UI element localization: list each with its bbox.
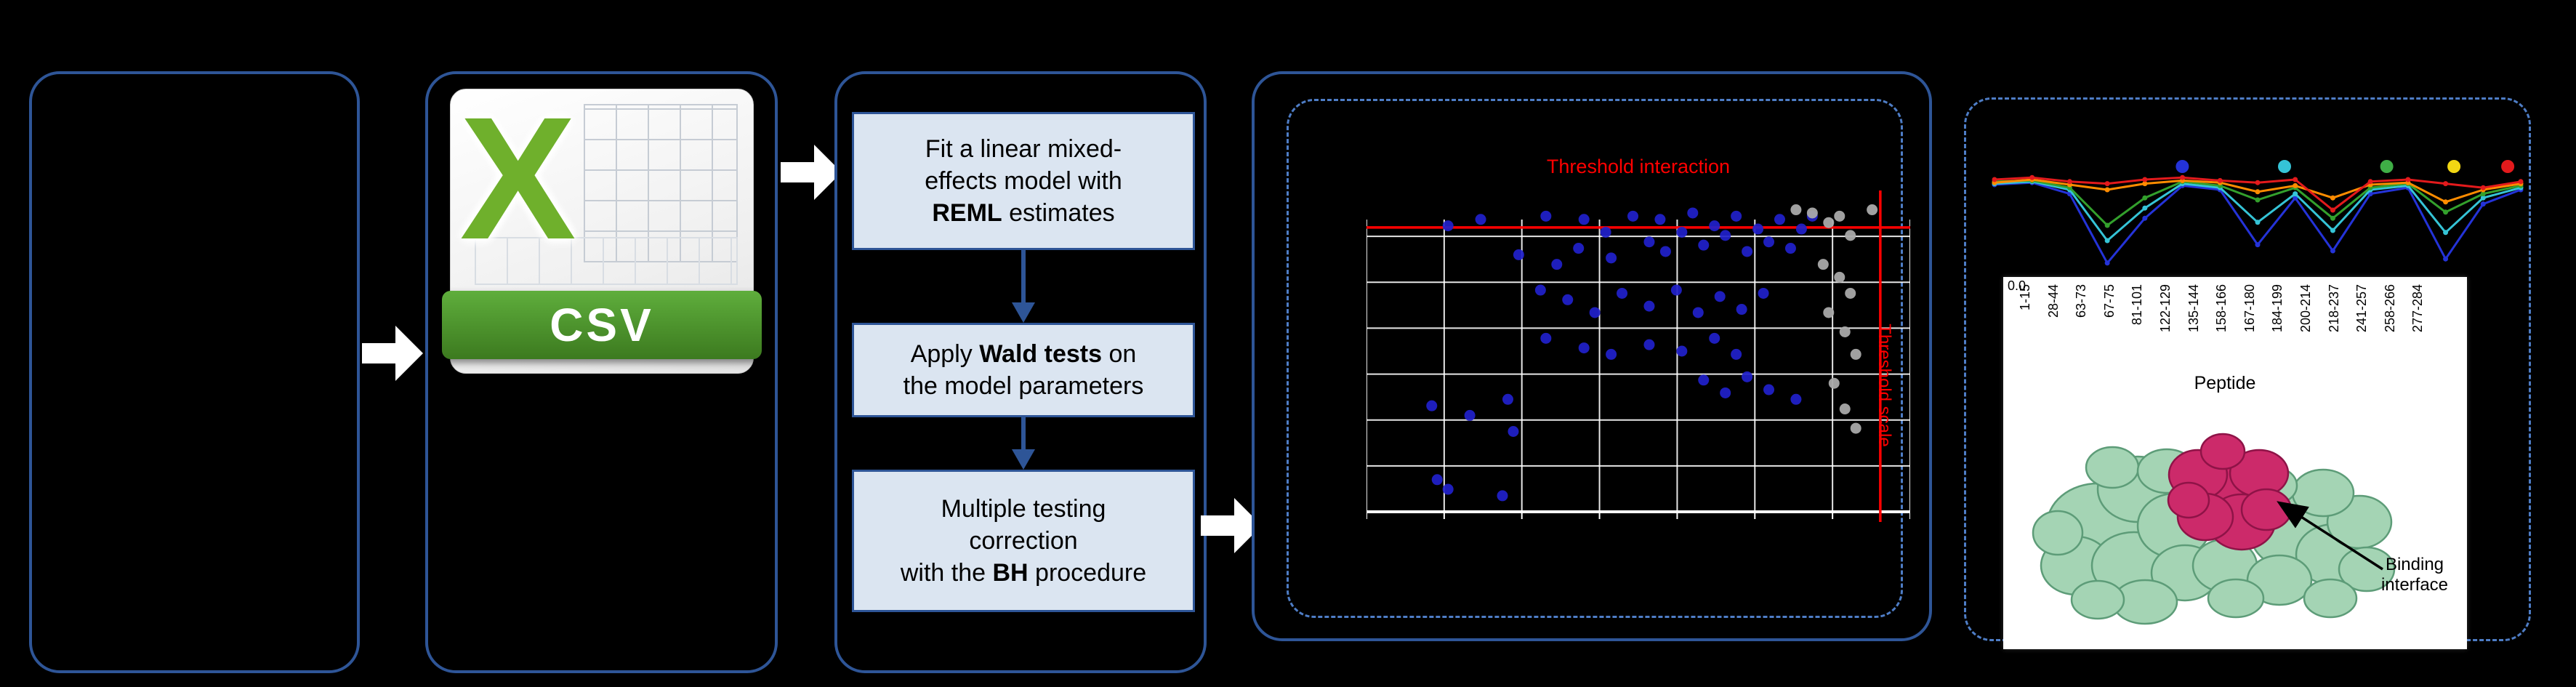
peptide-tick-label: 135-144 [2186,284,2201,333]
peptide-axis-labels: 1-15 28-44 63-73 67-75 81-101 122-129 135-144 1… [2003,277,2467,371]
flow-arrow-2 [781,145,842,200]
reml-bold: REML [932,199,1002,228]
peptide-axis-title: Peptide [2194,373,2256,393]
peptide-tick-label: 1-15 [2018,284,2032,311]
csv-banner-label: CSV [441,290,762,359]
panel-threshold-scatter: Threshold interaction Threshold scale [1252,71,1932,641]
protein-structure [2032,433,2396,625]
excel-x-logo: X [459,81,576,276]
panel-csv-file: X CSV [425,71,778,673]
panel-results: 0.0 1-15 28-44 63-73 67-75 81-101 122-129 135-… [1964,97,2531,649]
spreadsheet-grid [584,103,738,262]
bh-bold: BH [992,559,1029,587]
down-arrow-1 [1012,250,1035,323]
peptide-tick-label: 258-266 [2382,284,2397,333]
binding-interface-label: Binding interface [2380,555,2449,595]
step-bh-correction: Multiple testing correction with the BH … [852,470,1195,612]
peptide-tick-label: 158-166 [2214,284,2229,333]
csv-page: X CSV [441,81,762,374]
wald-bold: Wald tests [979,340,1102,368]
peptide-tick-label: 241-257 [2354,284,2370,333]
peptide-tick-label: 184-199 [2270,284,2285,333]
spreadsheet-grid-lower [475,236,738,286]
step1-text: Fit a linear mixed- [925,134,1122,163]
flow-arrow-1 [362,326,423,381]
step-wald-tests: Apply Wald tests on the model parameters [852,323,1195,417]
peptide-tick-label: 28-44 [2045,284,2061,318]
threshold-scatter-plot [1367,190,1910,522]
peptide-tick-label: 277-284 [2410,284,2426,333]
y-axis-tick: 0.0 [2008,278,2026,293]
peptide-tick-label: 67-75 [2101,284,2117,318]
binding-interface-region [2167,433,2293,551]
scatter-title: Threshold interaction [1546,156,1731,177]
threshold-scale-label: Threshold scale [1875,324,1894,447]
csv-file-icon: X CSV [441,81,762,374]
flow-arrow-3 [1201,498,1262,553]
uptake-line-chart [1992,160,2524,266]
peptide-tick-label: 81-101 [2130,284,2145,326]
panel-statistics-flow: Fit a linear mixed- effects model with R… [834,71,1207,673]
step-fit-model: Fit a linear mixed- effects model with R… [852,112,1195,250]
dashed-frame-scatter [1287,99,1903,618]
peptide-tick-label: 122-129 [2158,284,2173,333]
peptide-panel: 0.0 1-15 28-44 63-73 67-75 81-101 122-129 135-… [2003,277,2467,649]
down-arrow-2 [1012,417,1035,470]
panel-raw-data [29,71,360,673]
peptide-tick-label: 200-214 [2298,284,2313,333]
peptide-tick-label: 167-180 [2242,284,2257,333]
peptide-tick-label: 218-237 [2326,284,2341,333]
peptide-tick-label: 63-73 [2074,284,2089,318]
